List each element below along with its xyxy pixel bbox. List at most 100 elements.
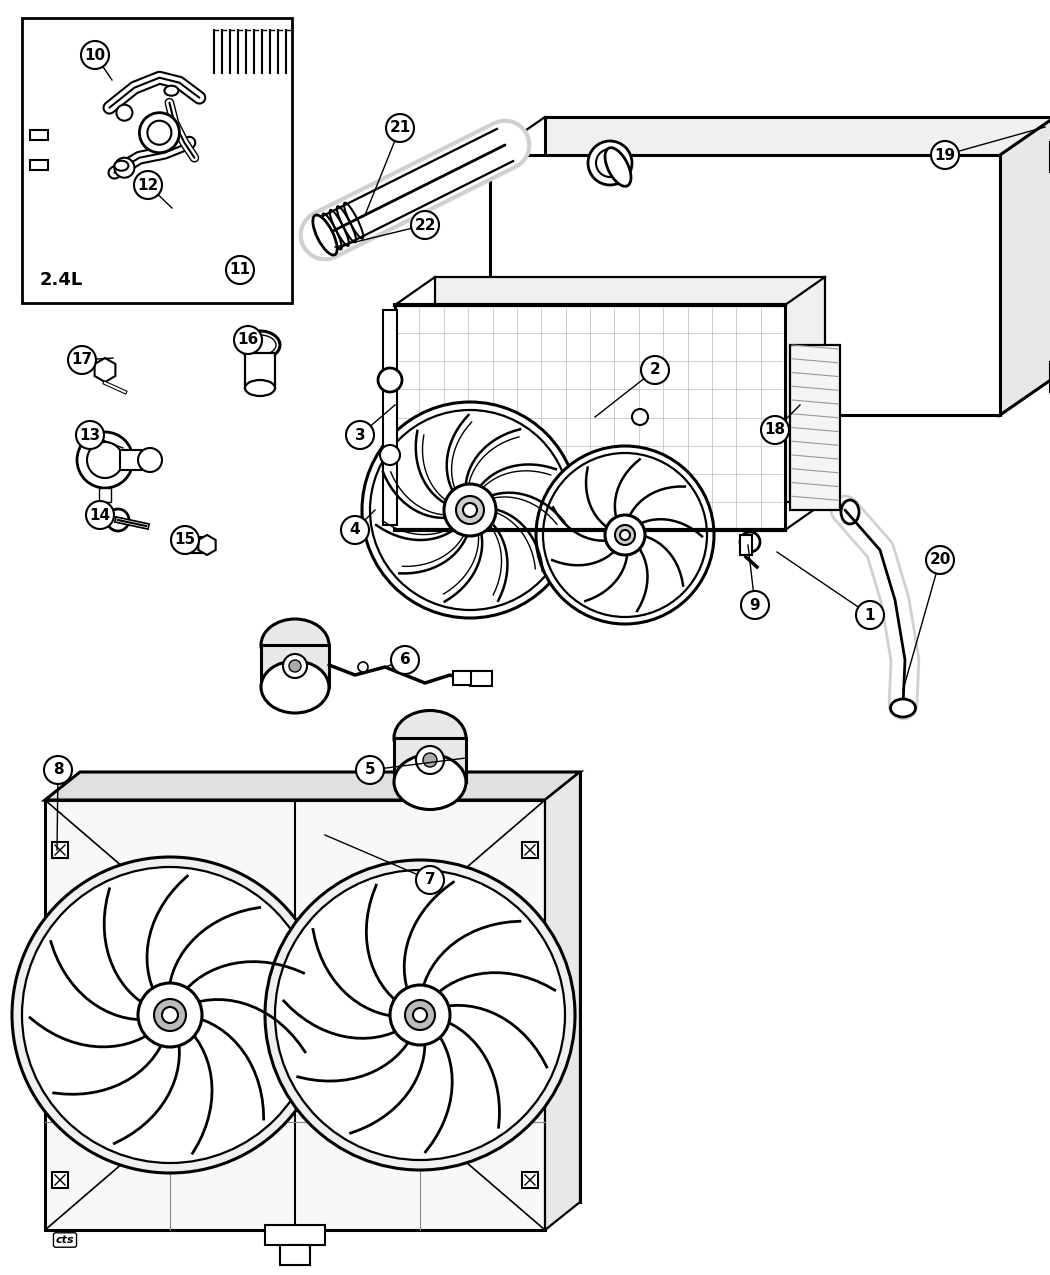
Circle shape — [87, 442, 123, 478]
Circle shape — [761, 416, 789, 444]
Circle shape — [138, 448, 162, 472]
Bar — [245, 353, 275, 388]
Text: 8: 8 — [52, 762, 63, 778]
Text: 7: 7 — [424, 872, 436, 887]
Text: 6: 6 — [400, 653, 411, 668]
Circle shape — [77, 432, 133, 488]
Circle shape — [114, 158, 134, 177]
Polygon shape — [545, 771, 580, 1230]
Polygon shape — [1000, 117, 1050, 414]
Circle shape — [358, 662, 367, 672]
Ellipse shape — [244, 335, 276, 354]
Text: 18: 18 — [764, 422, 785, 437]
Circle shape — [615, 525, 635, 544]
Bar — [45, 799, 545, 1230]
Text: 11: 11 — [230, 263, 251, 278]
Circle shape — [134, 171, 162, 199]
Polygon shape — [94, 358, 116, 382]
Circle shape — [390, 986, 450, 1046]
Text: 10: 10 — [84, 47, 106, 62]
Text: 4: 4 — [350, 523, 360, 538]
Circle shape — [76, 421, 104, 449]
Circle shape — [162, 1007, 178, 1023]
Bar — [522, 1172, 538, 1188]
Circle shape — [741, 592, 769, 618]
Text: 14: 14 — [89, 507, 110, 523]
Bar — [120, 450, 155, 470]
Text: 2: 2 — [650, 362, 660, 377]
Circle shape — [265, 861, 575, 1170]
Circle shape — [284, 654, 307, 678]
Bar — [490, 156, 1000, 414]
Bar — [545, 117, 1050, 377]
Text: 22: 22 — [415, 218, 436, 232]
Circle shape — [416, 866, 444, 894]
Ellipse shape — [240, 332, 280, 360]
Circle shape — [154, 1000, 186, 1031]
Bar — [183, 537, 207, 553]
Circle shape — [444, 484, 496, 536]
Bar — [22, 18, 292, 303]
Circle shape — [117, 105, 132, 121]
Circle shape — [138, 983, 202, 1047]
Circle shape — [147, 121, 171, 144]
Circle shape — [362, 402, 578, 618]
Circle shape — [346, 421, 374, 449]
Circle shape — [341, 516, 369, 544]
Bar — [261, 645, 329, 687]
Ellipse shape — [605, 148, 631, 186]
Text: 13: 13 — [80, 427, 101, 442]
Text: 21: 21 — [390, 121, 411, 135]
Bar — [790, 346, 840, 510]
Circle shape — [12, 857, 328, 1173]
Bar — [740, 536, 752, 555]
Text: 15: 15 — [174, 533, 195, 547]
Circle shape — [391, 646, 419, 674]
Circle shape — [411, 210, 439, 238]
Circle shape — [640, 356, 669, 384]
Bar — [30, 159, 48, 170]
Circle shape — [86, 501, 114, 529]
Text: 2.4L: 2.4L — [40, 272, 83, 289]
Circle shape — [931, 142, 959, 170]
Text: 20: 20 — [929, 552, 950, 567]
Circle shape — [140, 112, 180, 153]
Text: 19: 19 — [934, 148, 956, 162]
Bar — [522, 842, 538, 858]
Text: 1: 1 — [865, 607, 876, 622]
Ellipse shape — [313, 215, 337, 255]
Ellipse shape — [261, 660, 329, 713]
Polygon shape — [198, 536, 215, 555]
Circle shape — [413, 1009, 427, 1023]
Circle shape — [356, 756, 384, 784]
Ellipse shape — [114, 161, 128, 171]
Circle shape — [740, 532, 760, 552]
Bar — [394, 738, 466, 782]
Text: 9: 9 — [750, 598, 760, 612]
Circle shape — [68, 346, 96, 374]
Circle shape — [81, 41, 109, 69]
Polygon shape — [45, 771, 580, 799]
Circle shape — [234, 326, 262, 354]
Circle shape — [632, 409, 648, 425]
Bar — [435, 277, 825, 502]
Circle shape — [596, 149, 624, 177]
Circle shape — [543, 453, 707, 617]
Circle shape — [463, 504, 477, 516]
Text: 16: 16 — [237, 333, 258, 348]
Circle shape — [378, 368, 402, 391]
Circle shape — [171, 527, 200, 555]
Bar — [99, 488, 111, 502]
Bar — [395, 305, 785, 530]
Circle shape — [226, 256, 254, 284]
Circle shape — [926, 546, 954, 574]
Ellipse shape — [394, 710, 466, 765]
Bar — [383, 310, 397, 525]
Circle shape — [22, 867, 318, 1163]
Circle shape — [856, 601, 884, 629]
Circle shape — [405, 1000, 435, 1030]
Circle shape — [289, 660, 301, 672]
Ellipse shape — [394, 755, 466, 810]
Ellipse shape — [261, 618, 329, 671]
Circle shape — [536, 446, 714, 623]
